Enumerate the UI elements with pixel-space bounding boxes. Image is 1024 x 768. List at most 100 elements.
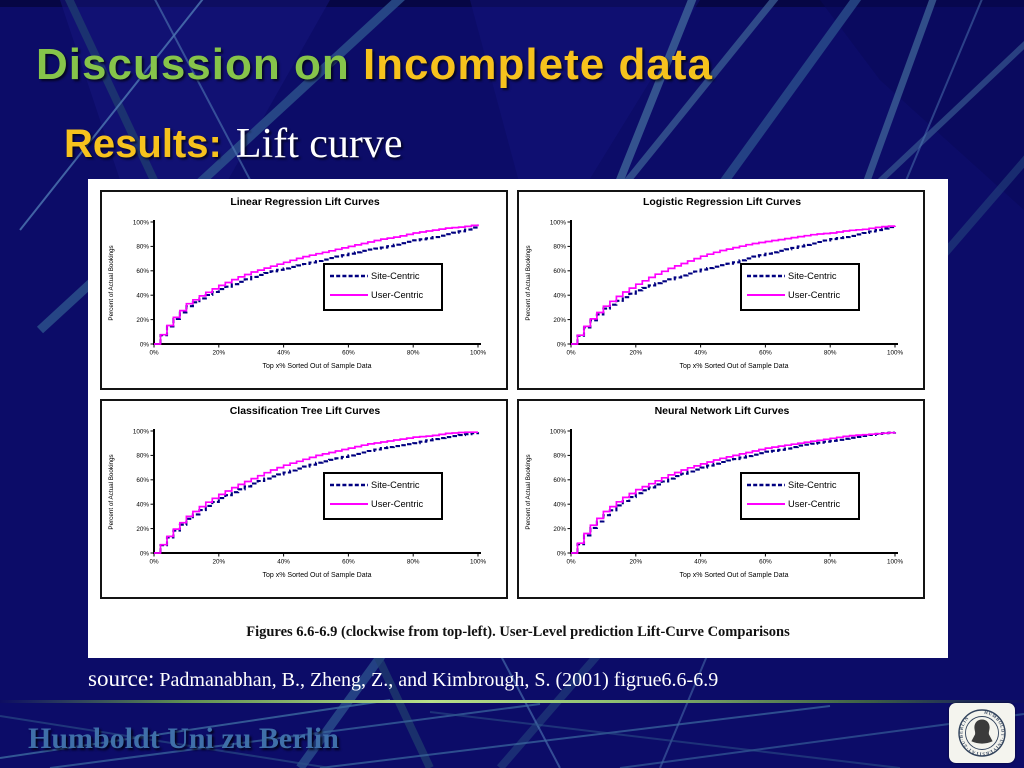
humboldt-portrait — [971, 719, 993, 744]
x-tick-label: 80% — [824, 559, 837, 566]
chart-4-neural-network-lift-curves: Neural Network Lift Curves 0% 0% 20% 20% 40% 4… — [517, 399, 925, 599]
y-tick-label: 100% — [133, 428, 150, 435]
legend-label: Site-Centric — [788, 271, 837, 281]
y-tick-label: 0% — [557, 341, 567, 348]
y-tick-label: 20% — [136, 317, 149, 324]
chart-3-classification-tree-lift-curves: Classification Tree Lift Curves 0% 0% 20% 20… — [100, 399, 508, 599]
x-tick-label: 40% — [277, 350, 290, 357]
y-tick-label: 60% — [136, 268, 149, 275]
y-tick-label: 40% — [136, 502, 149, 509]
legend: Site-Centric User-Centric — [323, 263, 443, 311]
source-citation: Padmanabhan, B., Zheng, Z., and Kimbroug… — [154, 669, 719, 691]
x-tick-label: 20% — [212, 350, 225, 357]
x-tick-label: 20% — [212, 559, 225, 566]
y-tick-label: 80% — [553, 244, 566, 251]
legend-label: Site-Centric — [371, 271, 420, 281]
y-axis-label: Percent of Actual Bookings — [525, 245, 532, 320]
legend-label: User-Centric — [788, 499, 841, 509]
x-tick-label: 40% — [694, 350, 707, 357]
series-line-site-centric — [154, 432, 480, 555]
chart-title: Neural Network Lift Curves — [655, 405, 790, 417]
y-tick-label: 20% — [553, 317, 566, 324]
x-tick-label: 100% — [887, 559, 904, 566]
x-axis-label: Top x% Sorted Out of Sample Data — [263, 572, 372, 579]
y-tick-label: 0% — [140, 550, 150, 557]
y-axis-label: Percent of Actual Bookings — [108, 245, 115, 320]
legend-label: User-Centric — [371, 499, 424, 509]
subtitle-results-label: Results: — [64, 122, 222, 166]
chart-plot: Linear Regression Lift Curves 0% 0% 20% 20% 4… — [108, 196, 487, 370]
x-tick-label: 40% — [694, 559, 707, 566]
x-tick-label: 0% — [566, 350, 576, 357]
x-tick-label: 80% — [407, 559, 420, 566]
series-line-user-centric — [571, 225, 896, 345]
x-tick-label: 40% — [277, 559, 290, 566]
x-tick-label: 20% — [629, 350, 642, 357]
x-axis-label: Top x% Sorted Out of Sample Data — [263, 363, 372, 370]
chart-plot: Neural Network Lift Curves 0% 0% 20% 20% 40% 4… — [525, 405, 904, 579]
x-axis-label: Top x% Sorted Out of Sample Data — [680, 363, 789, 370]
subtitle-lift-curve: Lift curve — [235, 121, 403, 167]
legend-label: Site-Centric — [371, 480, 420, 490]
chart-title: Classification Tree Lift Curves — [230, 405, 381, 417]
legend-label: Site-Centric — [788, 480, 837, 490]
x-tick-label: 80% — [824, 350, 837, 357]
university-logo: HUMBOLDT·UNIVERSITÄT·ZU·BERLIN — [949, 703, 1015, 763]
series-line-user-centric — [154, 224, 479, 345]
charts-grid: Linear Regression Lift Curves 0% 0% 20% 20% 4… — [88, 179, 948, 599]
legend-label: User-Centric — [788, 290, 841, 300]
y-tick-label: 100% — [550, 428, 567, 435]
chart-title: Logistic Regression Lift Curves — [643, 196, 801, 208]
humboldt-seal-icon: HUMBOLDT·UNIVERSITÄT·ZU·BERLIN — [958, 709, 1006, 757]
x-tick-label: 100% — [470, 350, 487, 357]
legend: Site-Centric User-Centric — [740, 263, 860, 311]
x-tick-label: 60% — [342, 559, 355, 566]
chart-plot: Classification Tree Lift Curves 0% 0% 20% 20… — [108, 405, 487, 579]
title-part-gold: Incomplete data — [362, 40, 713, 89]
y-tick-label: 60% — [553, 477, 566, 484]
y-tick-label: 0% — [140, 341, 150, 348]
footer-text: Humboldt Uni zu Berlin — [28, 722, 339, 755]
y-tick-label: 60% — [553, 268, 566, 275]
title-part-green: Discussion on — [36, 40, 363, 89]
y-tick-label: 40% — [136, 293, 149, 300]
figure-panel: Linear Regression Lift Curves 0% 0% 20% 20% 4… — [88, 179, 948, 658]
chart-plot: Logistic Regression Lift Curves 0% 0% 20% 20… — [525, 196, 904, 370]
legend: Site-Centric User-Centric — [323, 472, 443, 520]
x-tick-label: 60% — [759, 350, 772, 357]
source-prefix-label: source: — [88, 666, 155, 691]
chart-title: Linear Regression Lift Curves — [230, 196, 380, 208]
x-tick-label: 60% — [342, 350, 355, 357]
figure-caption: Figures 6.6-6.9 (clockwise from top-left… — [246, 624, 790, 640]
y-tick-label: 0% — [557, 550, 567, 557]
chart-1-linear-regression-lift-curves: Linear Regression Lift Curves 0% 0% 20% 20% 4… — [100, 190, 508, 390]
x-tick-label: 100% — [887, 350, 904, 357]
y-tick-label: 100% — [133, 219, 150, 226]
series-line-site-centric — [571, 225, 897, 346]
y-tick-label: 20% — [136, 526, 149, 533]
page-title: Discussion on Incomplete data — [36, 40, 713, 90]
series-line-site-centric — [154, 225, 480, 346]
y-tick-label: 40% — [553, 502, 566, 509]
chart-2-logistic-regression-lift-curves: Logistic Regression Lift Curves 0% 0% 20% 20… — [517, 190, 925, 390]
x-tick-label: 80% — [407, 350, 420, 357]
legend-label: User-Centric — [371, 290, 424, 300]
y-tick-label: 80% — [553, 453, 566, 460]
x-tick-label: 0% — [149, 559, 159, 566]
y-axis-label: Percent of Actual Bookings — [108, 454, 115, 529]
subtitle: Results: Lift curve — [64, 120, 403, 168]
y-tick-label: 20% — [553, 526, 566, 533]
x-tick-label: 100% — [470, 559, 487, 566]
legend: Site-Centric User-Centric — [740, 472, 860, 520]
x-tick-label: 0% — [149, 350, 159, 357]
y-tick-label: 40% — [553, 293, 566, 300]
series-line-site-centric — [571, 431, 897, 555]
y-axis-label: Percent of Actual Bookings — [525, 454, 532, 529]
x-tick-label: 0% — [566, 559, 576, 566]
series-line-user-centric — [154, 431, 478, 554]
x-tick-label: 20% — [629, 559, 642, 566]
x-axis-label: Top x% Sorted Out of Sample Data — [680, 572, 789, 579]
source-line: source: Padmanabhan, B., Zheng, Z., and … — [88, 666, 958, 692]
divider-line — [0, 700, 1024, 703]
